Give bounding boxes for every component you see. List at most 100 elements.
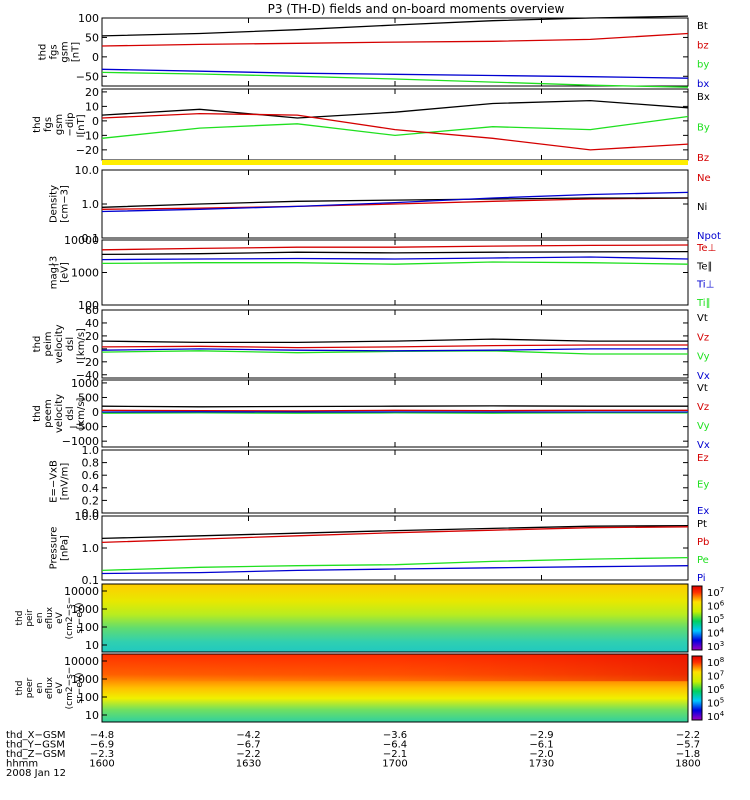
- legend-entry: Bt: [697, 21, 708, 32]
- y-axis-label: [nT]: [71, 42, 82, 62]
- colorbar-label-base: 10: [707, 685, 720, 696]
- y-axis-label: en: [35, 612, 45, 623]
- legend-entry: Pe: [697, 555, 709, 566]
- y-axis-label: [eV]: [60, 262, 71, 283]
- y-axis-label: E=−VxB: [49, 460, 60, 503]
- ephemeris-label: hhmm: [6, 759, 38, 770]
- series-line-ti: [101, 261, 689, 265]
- y-tick-label: −20: [76, 144, 99, 157]
- y-tick-label: 1.0: [82, 444, 100, 457]
- colorbar-label-exponent: 6: [720, 600, 725, 608]
- y-axis-label: velocity: [54, 394, 65, 433]
- series-line-by: [101, 115, 689, 139]
- y-axis-label: peir: [25, 609, 35, 627]
- legend-entry: Vx: [697, 440, 710, 451]
- y-tick-label: 0.8: [82, 457, 100, 470]
- y-axis-label: thd: [32, 336, 43, 353]
- series-line-vt: [101, 338, 688, 344]
- y-tick-label: 100: [78, 691, 99, 704]
- spectrogram-frame: [101, 653, 689, 723]
- y-axis-label: eV: [55, 681, 65, 694]
- y-tick-label: 10: [85, 100, 99, 113]
- colorbar-label: 104: [707, 627, 725, 640]
- y-axis-label: Density: [49, 185, 60, 223]
- y-axis-label: [km/s]: [76, 397, 87, 429]
- y-tick-label: 50: [85, 31, 99, 44]
- series-line-by: [101, 71, 689, 88]
- colorbar-label-exponent: 3: [720, 640, 724, 648]
- y-tick-label: 0.6: [82, 469, 100, 482]
- colorbar-label-base: 10: [707, 712, 720, 723]
- legend-entry: Te⊥: [696, 243, 716, 254]
- ephemeris-value: −4.2: [236, 730, 260, 741]
- y-axis-label: thd: [15, 611, 25, 626]
- ephemeris-value: −2.0: [529, 749, 553, 760]
- series-line-pi: [101, 565, 689, 575]
- ephemeris-value: −2.9: [529, 730, 553, 741]
- y-tick-label: 0: [92, 406, 99, 419]
- legend-entry: Bz: [697, 153, 709, 164]
- spectrogram-image: [102, 584, 688, 652]
- y-axis-label: −dip: [65, 113, 76, 137]
- legend-entry: Te∥: [696, 261, 713, 272]
- y-tick-label: 0.0: [82, 507, 100, 520]
- y-tick-label: −10: [76, 129, 99, 142]
- panel-frame: [101, 309, 689, 379]
- y-tick-label: 100: [78, 12, 99, 25]
- legend-entry: Vz: [697, 332, 709, 343]
- y-axis-label: [nT]: [76, 114, 87, 134]
- series-line-ne: [101, 197, 689, 210]
- colorbar-label-exponent: 8: [720, 656, 724, 664]
- ephemeris-value: 1630: [236, 759, 261, 770]
- ephemeris-value: −5.7: [676, 740, 700, 751]
- y-axis-label: peer: [25, 677, 35, 698]
- y-tick-label: 100: [78, 299, 99, 312]
- y-tick-label: 20: [85, 86, 99, 99]
- y-axis-label: fgs: [43, 117, 54, 132]
- y-axis-label: peim: [43, 331, 54, 356]
- ephemeris-value: −3.6: [383, 730, 407, 741]
- ephemeris-value: 1700: [382, 759, 407, 770]
- y-tick-label: 0.2: [82, 494, 100, 507]
- ephemeris-value: −4.8: [90, 730, 114, 741]
- panel-pressure: 10.0 1.0 0.1 Pressure [nPa] Pt Pb Pe Pi: [49, 510, 710, 587]
- y-tick-label: 1000: [71, 603, 99, 616]
- y-tick-label: 10.0: [75, 510, 100, 523]
- legend-entry: Ne: [697, 173, 711, 184]
- spectrogram-frame: [101, 583, 689, 653]
- y-axis-label: gsm: [60, 41, 71, 62]
- ephemeris-value: −2.3: [90, 749, 114, 760]
- legend-entry: Vy: [697, 421, 710, 432]
- panel-temperature: 10000 1000 100 mag∤3 [eV] Te⊥ Te∥ Ti⊥ Ti∥: [49, 234, 717, 312]
- y-axis-label: eflux: [45, 606, 55, 629]
- series-line-bx: [101, 99, 689, 119]
- y-tick-label: 0.1: [82, 574, 100, 587]
- series-line-te: [101, 250, 689, 256]
- ephemeris-value: −6.9: [90, 740, 114, 751]
- y-axis-label: thd: [32, 116, 43, 133]
- y-axis-label: sr−eV): [75, 602, 85, 633]
- colorbar-label-exponent: 5: [720, 613, 724, 621]
- y-tick-label: 0: [92, 115, 99, 128]
- colorbar: [691, 655, 703, 721]
- colorbar-label: 105: [707, 697, 724, 710]
- ephemeris-label: thd_X−GSM: [6, 730, 66, 741]
- y-tick-label: 0: [92, 343, 99, 356]
- y-axis-label: (cm2−s−: [65, 667, 75, 710]
- legend-entry: Ni: [697, 202, 707, 213]
- y-axis-label: [nPa]: [60, 535, 71, 561]
- colorbar-label-exponent: 7: [720, 670, 724, 678]
- y-tick-label: 1.0: [82, 542, 100, 555]
- colorbar-label-base: 10: [707, 658, 720, 669]
- colorbar-label: 108: [707, 656, 724, 669]
- ephemeris-label: thd_Y−GSM: [6, 740, 65, 751]
- colorbar-label: 106: [707, 600, 725, 613]
- panel-frame: [101, 449, 689, 514]
- legend-entry: Ti∥: [696, 298, 711, 309]
- ephemeris-value: −2.2: [236, 749, 260, 760]
- data-gap-bar: [102, 160, 688, 165]
- ephemeris-value: −2.2: [676, 730, 700, 741]
- colorbar-label-exponent: 4: [720, 710, 725, 718]
- colorbar-label-base: 10: [707, 588, 720, 599]
